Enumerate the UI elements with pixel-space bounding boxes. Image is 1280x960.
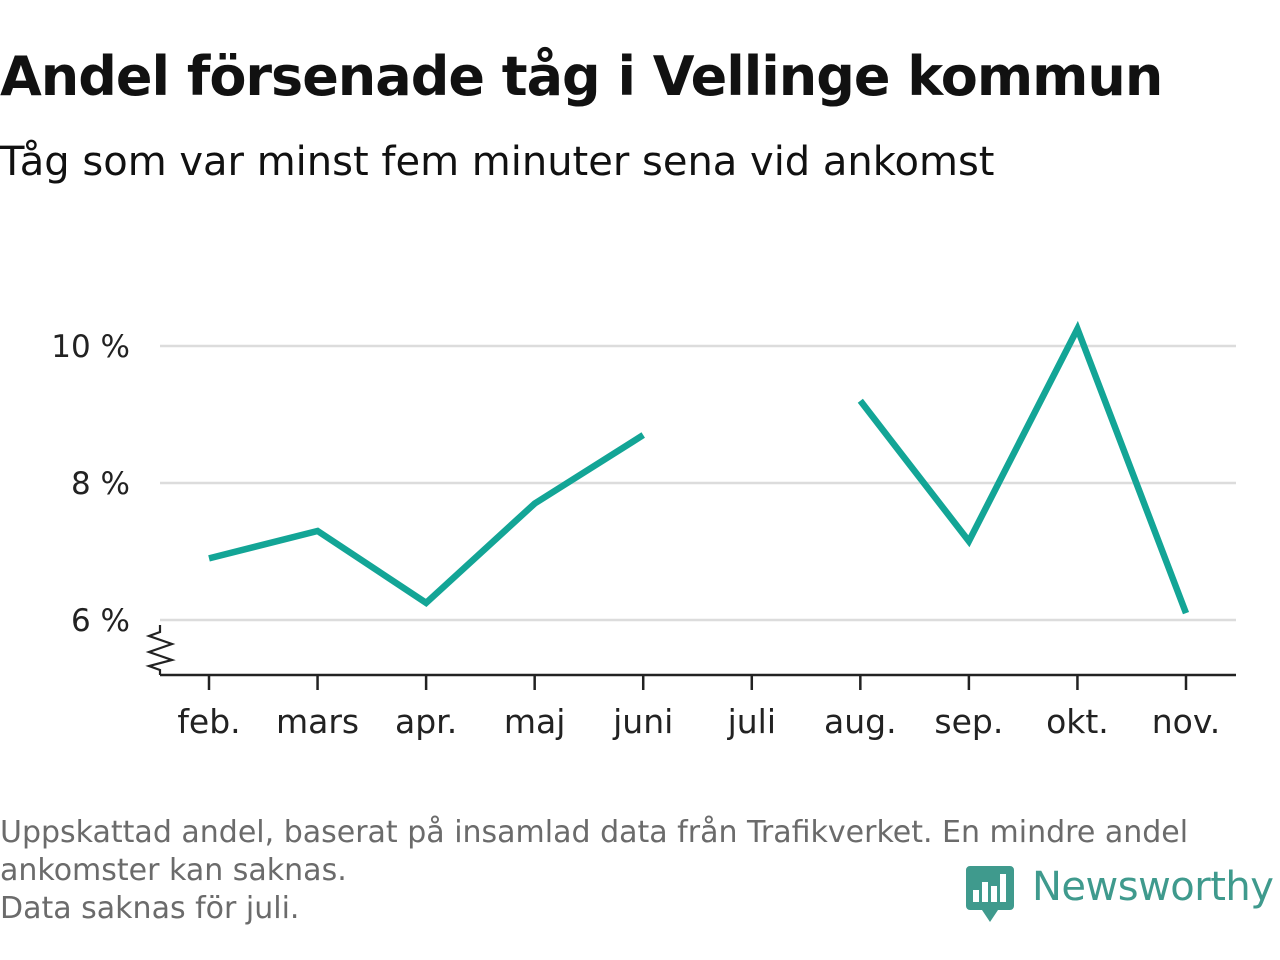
x-tick-label-8: okt. bbox=[1046, 702, 1109, 741]
y-tick-label-6: 6 % bbox=[71, 603, 130, 639]
brand-logo: Newsworthy bbox=[964, 862, 1274, 926]
footnote-line-2: ankomster kan saknas. bbox=[0, 853, 347, 888]
y-tick-label-8: 8 % bbox=[71, 466, 130, 502]
footnote-line-3: Data saknas för juli. bbox=[0, 891, 300, 926]
line-chart: 6 % 8 % 10 % feb. mars apr. maj juni juli aug. se… bbox=[51, 320, 1236, 741]
x-tick-label-2: apr. bbox=[395, 702, 457, 741]
x-axis-ticks: feb. mars apr. maj juni juli aug. sep. okt. nov. bbox=[177, 675, 1220, 741]
x-tick-label-4: juni bbox=[612, 702, 673, 741]
series-lines bbox=[208, 320, 1190, 615]
x-tick-label-3: maj bbox=[504, 702, 566, 741]
footnote: Uppskattad andel, baserat på insamlad da… bbox=[0, 814, 1270, 928]
x-tick-label-7: sep. bbox=[934, 702, 1003, 741]
series-0-line-segment-0 bbox=[208, 432, 645, 607]
x-axis bbox=[145, 625, 1236, 677]
gridlines bbox=[160, 344, 1236, 622]
brand-name: Newsworthy bbox=[1032, 864, 1274, 910]
newsworthy-logo-icon bbox=[966, 866, 1014, 922]
x-tick-label-5: juli bbox=[727, 702, 776, 741]
y-axis-break-icon bbox=[145, 625, 176, 675]
chart-subtitle: Tåg som var minst fem minuter sena vid a… bbox=[0, 139, 995, 185]
y-axis-tick-labels: 6 % 8 % 10 % bbox=[51, 329, 130, 639]
chart-title: Andel försenade tåg i Vellinge kommun bbox=[0, 45, 1163, 108]
x-tick-label-1: mars bbox=[276, 702, 359, 741]
footnote-line-1: Uppskattad andel, baserat på insamlad da… bbox=[0, 815, 1189, 850]
x-tick-label-0: feb. bbox=[177, 702, 240, 741]
series-0-line-segment-1 bbox=[857, 320, 1190, 615]
y-tick-label-10: 10 % bbox=[51, 329, 130, 365]
x-tick-label-6: aug. bbox=[824, 702, 897, 741]
x-tick-label-9: nov. bbox=[1152, 702, 1221, 741]
